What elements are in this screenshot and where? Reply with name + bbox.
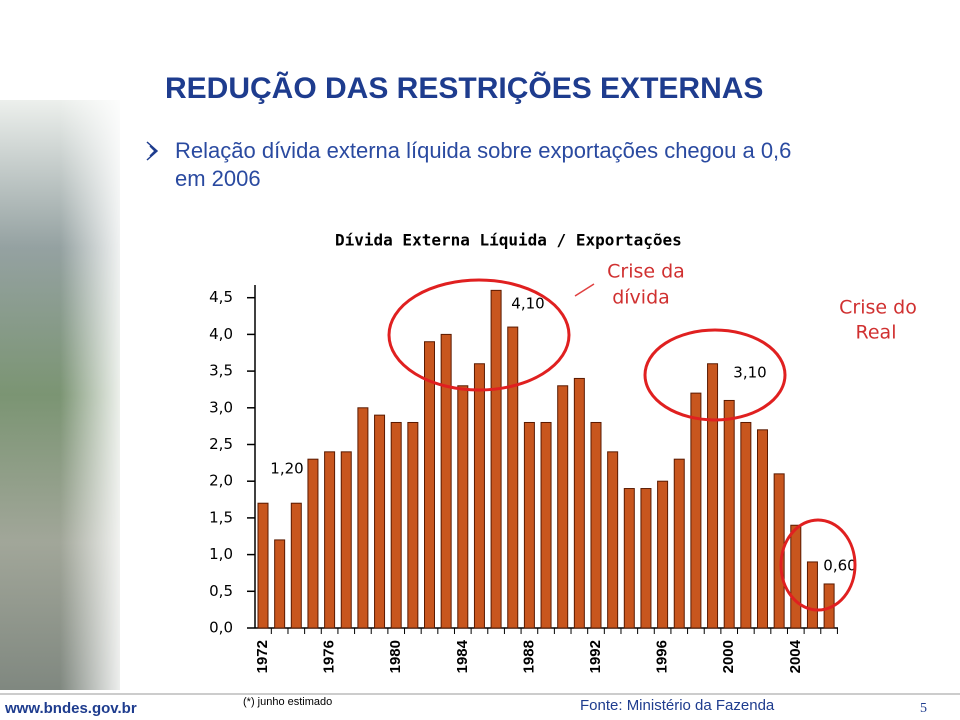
bar xyxy=(490,289,502,629)
annotation: Real xyxy=(856,322,897,344)
x-tick-label: 1980 xyxy=(387,640,404,673)
x-tick-label: 1988 xyxy=(520,640,537,673)
x-tick-label: 1984 xyxy=(454,639,471,673)
x-tick-label: 2004 xyxy=(787,639,804,673)
x-tick-label: 1996 xyxy=(654,640,671,673)
page-number: 5 xyxy=(920,701,927,716)
y-tick-label: 2,0 xyxy=(209,472,233,490)
x-tick-label: 1992 xyxy=(587,640,604,673)
bar xyxy=(623,488,635,629)
bar xyxy=(673,458,685,629)
footer-source: Fonte: Ministério da Fazenda xyxy=(580,697,775,714)
bar xyxy=(390,421,402,629)
bar xyxy=(357,407,369,629)
bar xyxy=(440,333,452,629)
bullet-text: Relação dívida externa líquida sobre exp… xyxy=(175,138,791,163)
bar xyxy=(407,421,419,629)
footer-site: www.bndes.gov.br xyxy=(4,700,137,717)
bar xyxy=(324,451,336,629)
footer-bar xyxy=(0,693,960,720)
bar xyxy=(374,414,386,629)
bullet-icon xyxy=(146,141,159,161)
bar xyxy=(290,502,302,629)
bullet-text: em 2006 xyxy=(175,166,261,191)
y-tick-label: 2,5 xyxy=(209,435,233,453)
annotation: 4,10 xyxy=(511,295,544,313)
footer-note: (*) junho estimado xyxy=(243,696,332,708)
bar xyxy=(457,385,469,629)
bar xyxy=(573,377,585,629)
bar xyxy=(257,502,269,629)
bar xyxy=(790,524,802,629)
x-tick-label: 2000 xyxy=(720,640,737,673)
bar xyxy=(340,451,352,629)
annotation: Crise da xyxy=(607,261,685,283)
y-tick-label: 4,0 xyxy=(209,325,233,343)
y-tick-label: 3,5 xyxy=(209,362,233,380)
annotation: 3,10 xyxy=(733,364,766,382)
slide-title: REDUÇÃO DAS RESTRIÇÕES EXTERNAS xyxy=(165,71,763,105)
bar xyxy=(757,429,768,629)
bar xyxy=(557,385,569,629)
photo-fade xyxy=(60,100,130,690)
bar xyxy=(740,421,752,629)
y-tick-label: 1,0 xyxy=(209,545,233,563)
bar xyxy=(540,421,552,629)
y-tick-label: 3,0 xyxy=(209,398,233,416)
bar xyxy=(523,421,535,629)
annotation: 0,60 xyxy=(823,557,856,575)
highlight-ellipse xyxy=(779,518,857,612)
x-tick-label: 1972 xyxy=(254,640,271,673)
y-tick-label: 4,5 xyxy=(209,288,233,306)
bar xyxy=(590,421,602,629)
bar xyxy=(640,488,652,629)
highlight-ellipse xyxy=(387,278,571,392)
bar xyxy=(707,363,719,629)
chart-title: Dívida Externa Líquida / Exportações xyxy=(335,231,682,250)
bar xyxy=(507,326,519,629)
bar xyxy=(723,399,735,629)
bar xyxy=(424,341,435,629)
x-tick-label: 1976 xyxy=(321,640,338,673)
annotation: 1,20 xyxy=(270,460,303,478)
y-tick-label: 1,5 xyxy=(209,508,233,526)
bar xyxy=(473,363,485,629)
bar xyxy=(806,561,818,629)
annotation: Crise do xyxy=(839,297,917,319)
bar xyxy=(274,539,286,629)
annotation: dívida xyxy=(612,287,670,309)
y-tick-label: 0,5 xyxy=(209,582,233,600)
y-tick-label: 0,0 xyxy=(209,619,233,637)
bar xyxy=(657,480,669,629)
bar xyxy=(607,451,619,629)
annotation-arrow xyxy=(574,283,595,297)
bar xyxy=(307,458,319,629)
bar xyxy=(690,392,702,629)
plot: 0,0 0,5 1,0 1,5 2,0 2,5 3,0 3,5 4,0 4,5 1972 1976 19… xyxy=(209,261,917,674)
highlight-ellipse xyxy=(643,328,787,422)
